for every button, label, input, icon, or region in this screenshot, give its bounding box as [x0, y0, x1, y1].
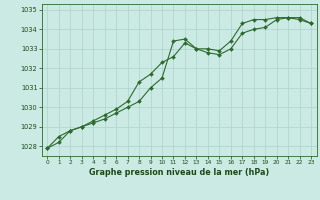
X-axis label: Graphe pression niveau de la mer (hPa): Graphe pression niveau de la mer (hPa)	[89, 168, 269, 177]
